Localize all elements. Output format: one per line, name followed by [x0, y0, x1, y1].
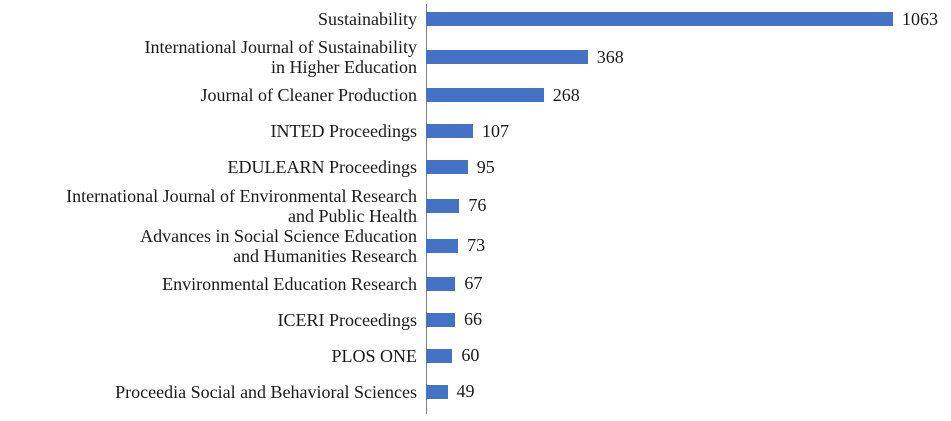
bar: [426, 198, 460, 213]
chart-row: Advances in Social Science Education and…: [0, 226, 951, 266]
bar: [426, 348, 453, 363]
category-label: International Journal of Environmental R…: [66, 185, 417, 226]
bar: [426, 50, 588, 65]
category-label: Journal of Cleaner Production: [200, 85, 417, 106]
value-label: 368: [596, 46, 624, 67]
value-label: 268: [552, 84, 580, 105]
value-label: 67: [464, 273, 483, 294]
bar: [426, 160, 468, 175]
value-label: 107: [482, 120, 509, 141]
category-label: Advances in Social Science Education and…: [140, 225, 417, 266]
chart-row: International Journal of Environmental R…: [0, 186, 951, 226]
chart-row: International Journal of Sustainability …: [0, 37, 951, 77]
category-label: ICERI Proceedings: [277, 309, 417, 330]
plot-area: 76: [426, 186, 951, 226]
chart-row: Sustainability 1063: [0, 1, 951, 37]
plot-area: 107: [426, 113, 951, 149]
chart-row: INTED Proceedings 107: [0, 113, 951, 149]
value-label: 49: [456, 381, 475, 402]
category-label: International Journal of Sustainability …: [144, 37, 417, 78]
category-label: PLOS ONE: [331, 345, 417, 366]
chart-row: PLOS ONE 60: [0, 338, 951, 374]
plot-area: 268: [426, 77, 951, 113]
chart-row: ICERI Proceedings 66: [0, 302, 951, 338]
plot-area: 60: [426, 338, 951, 374]
plot-area: 73: [426, 226, 951, 266]
plot-area: 368: [426, 37, 951, 77]
plot-area: 66: [426, 302, 951, 338]
bar: [426, 312, 455, 327]
plot-area: 67: [426, 266, 951, 302]
chart-row: Journal of Cleaner Production 268: [0, 77, 951, 113]
chart-row: Environmental Education Research 67: [0, 266, 951, 302]
bar: [426, 88, 544, 103]
plot-area: 95: [426, 149, 951, 185]
category-label: Environmental Education Research: [162, 273, 417, 294]
value-label: 76: [468, 195, 487, 215]
value-label: 95: [476, 156, 495, 177]
value-label: 73: [467, 235, 486, 255]
bar: [426, 12, 893, 27]
category-label: Sustainability: [318, 9, 417, 30]
chart-row: Proceedia Social and Behavioral Sciences…: [0, 374, 951, 410]
plot-area: 49: [426, 374, 951, 410]
value-label: 1063: [902, 8, 938, 29]
chart-row: EDULEARN Proceedings 95: [0, 149, 951, 185]
plot-area: 1063: [426, 1, 951, 37]
chart-rows: Sustainability 1063 International Journal …: [0, 1, 951, 410]
value-label: 60: [461, 345, 480, 366]
category-label: Proceedia Social and Behavioral Sciences: [115, 381, 417, 402]
category-label: INTED Proceedings: [270, 121, 417, 142]
category-label: EDULEARN Proceedings: [227, 157, 417, 178]
bar: [426, 384, 448, 399]
bar: [426, 238, 459, 253]
bar: [426, 124, 473, 139]
value-label: 66: [464, 309, 482, 330]
bar: [426, 276, 456, 291]
